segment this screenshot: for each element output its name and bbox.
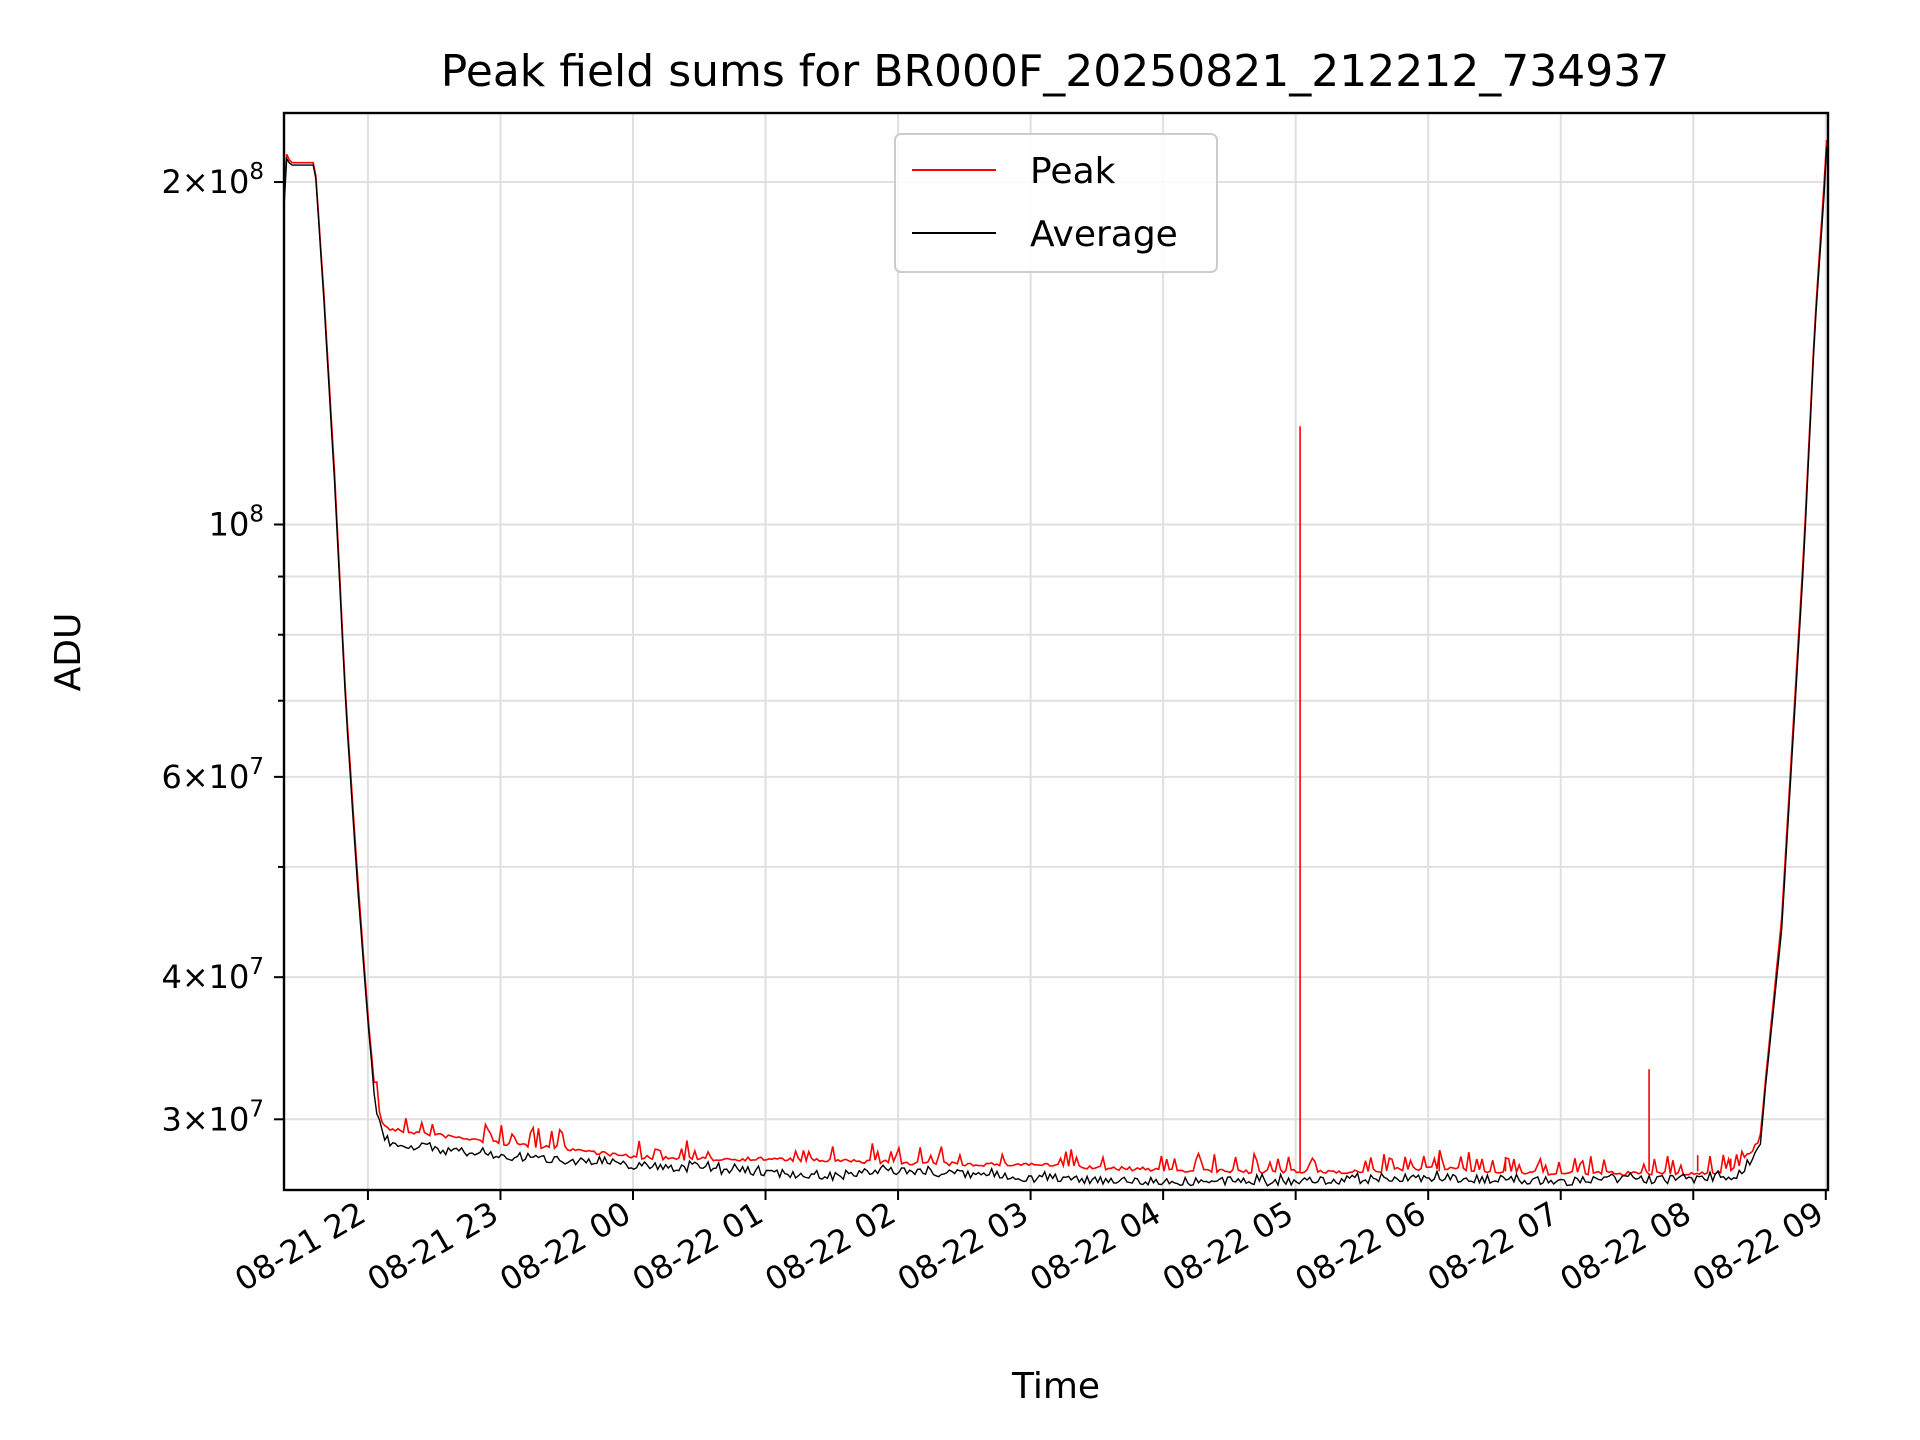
legend-label-average: Average bbox=[1030, 214, 1178, 255]
legend: Peak Average bbox=[894, 133, 1218, 273]
series-layer bbox=[284, 139, 1828, 1188]
legend-box bbox=[894, 133, 1218, 273]
y-axis: 3×107 4×107 6×107 108 2×108 bbox=[161, 159, 284, 1138]
plot-frame bbox=[282, 111, 1830, 1192]
y-tick-label: 3×107 bbox=[161, 1096, 264, 1138]
grid bbox=[284, 113, 1828, 1190]
y-axis-label: ADU bbox=[48, 613, 89, 692]
y-tick-label: 4×107 bbox=[161, 954, 264, 996]
chart-title: Peak field sums for BR000F_20250821_2122… bbox=[441, 46, 1669, 97]
y-tick-label: 6×107 bbox=[161, 754, 264, 796]
x-axis-label: Time bbox=[1011, 1366, 1100, 1407]
legend-label-peak: Peak bbox=[1030, 151, 1116, 192]
y-tick-label: 108 bbox=[209, 501, 264, 543]
y-tick-label: 2×108 bbox=[161, 159, 264, 201]
series-average-line bbox=[284, 147, 1828, 1188]
series-peak-line bbox=[284, 139, 1828, 1177]
